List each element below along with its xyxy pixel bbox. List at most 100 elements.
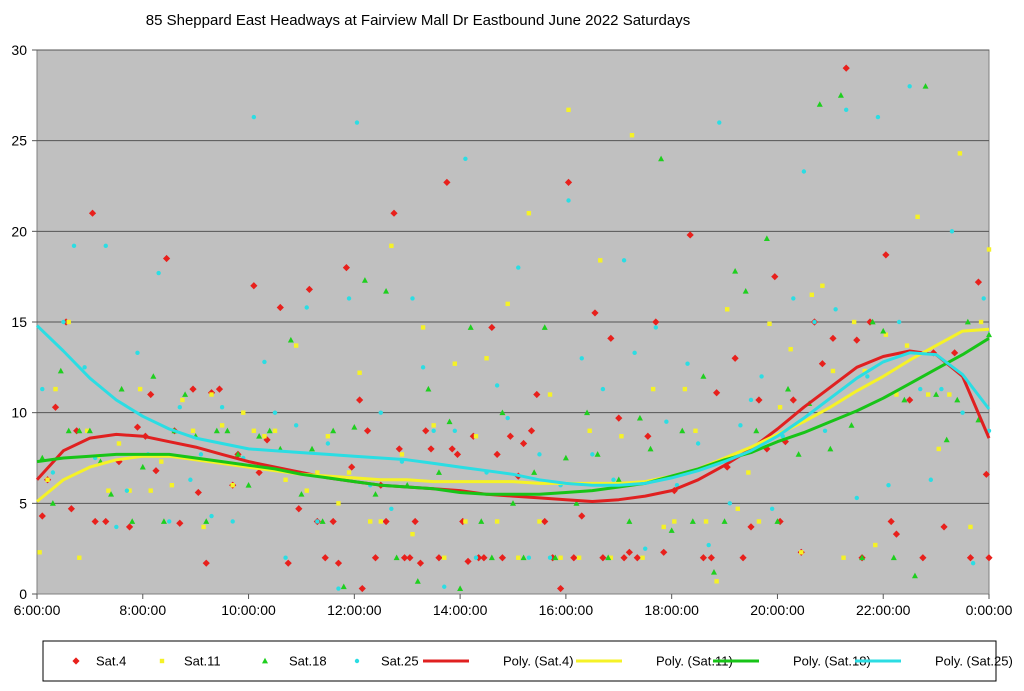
data-point-series-1: [463, 519, 468, 524]
data-point-series-0: [966, 554, 975, 562]
data-point-series-0: [882, 251, 890, 259]
data-point-series-3: [82, 365, 87, 370]
legend-marker-1: [159, 658, 165, 664]
data-point-series-3: [389, 506, 394, 511]
data-point-series-3: [219, 405, 225, 410]
data-point-series-2: [319, 518, 326, 524]
data-point-series-3: [769, 506, 775, 511]
data-point-series-2: [859, 554, 866, 561]
data-point-series-3: [759, 374, 764, 379]
data-point-series-0: [498, 554, 507, 562]
data-point-series-2: [414, 578, 421, 584]
data-point-series-1: [378, 519, 383, 524]
data-point-series-2: [742, 287, 749, 294]
x-tick-label: 16:00:00: [539, 602, 594, 618]
data-point-series-1: [915, 214, 920, 220]
data-point-series-2: [520, 554, 527, 561]
x-axis-ticks: 6:00:00 8:00:00 10:00:00 12:00:00 14:00:00 16…: [14, 594, 1013, 618]
data-point-series-2: [182, 391, 189, 397]
data-point-series-0: [488, 323, 496, 332]
data-point-series-2: [911, 572, 918, 579]
data-point-series-1: [661, 524, 666, 530]
data-point-series-3: [156, 270, 161, 276]
data-point-series-1: [516, 555, 521, 560]
data-point-series-0: [506, 432, 514, 440]
data-point-series-0: [295, 505, 303, 513]
data-point-series-2: [234, 451, 241, 457]
data-point-series-1: [159, 459, 164, 464]
data-point-series-2: [732, 268, 739, 274]
data-point-series-3: [854, 495, 859, 501]
trendline-series-4: [35, 349, 991, 503]
data-point-series-0: [395, 445, 403, 453]
data-point-series-1: [452, 361, 458, 366]
data-point-series-2: [499, 409, 506, 416]
data-point-series-0: [940, 523, 948, 531]
data-point-series-2: [457, 585, 464, 591]
data-point-series-0: [88, 209, 97, 217]
data-point-series-3: [50, 470, 56, 475]
data-point-series-3: [198, 452, 204, 457]
trendlines: [35, 324, 991, 503]
data-point-series-3: [706, 542, 711, 548]
data-point-series-2: [266, 427, 273, 434]
data-point-series-2: [922, 83, 929, 89]
data-point-series-1: [725, 307, 730, 312]
x-tick-label: 0:00:00: [966, 602, 1013, 618]
data-point-series-1: [494, 519, 500, 524]
data-point-series-1: [304, 488, 309, 493]
data-point-series-0: [348, 463, 356, 471]
data-point-series-1: [190, 428, 196, 433]
data-point-series-0: [607, 334, 615, 342]
data-point-series-0: [390, 209, 398, 217]
data-point-series-3: [566, 198, 571, 203]
data-point-series-0: [102, 517, 110, 526]
data-point-series-1: [315, 470, 320, 475]
data-point-series-0: [152, 467, 160, 475]
data-point-series-0: [202, 559, 210, 567]
data-point-series-2: [594, 451, 601, 457]
data-point-series-2: [435, 469, 442, 475]
data-point-series-0: [578, 512, 586, 520]
data-point-series-2: [721, 518, 728, 524]
data-point-series-3: [410, 296, 415, 301]
data-point-series-0: [541, 517, 549, 526]
data-point-series-1: [558, 555, 563, 560]
data-point-series-3: [209, 513, 214, 519]
data-point-series-2: [710, 569, 717, 575]
data-point-series-1: [66, 319, 71, 325]
data-point-series-1: [537, 519, 542, 524]
data-point-series-0: [435, 554, 443, 562]
data-point-series-3: [632, 350, 637, 356]
data-point-series-1: [325, 434, 331, 439]
data-point-series-0: [633, 554, 641, 562]
data-point-series-0: [263, 436, 271, 444]
data-point-series-2: [86, 427, 93, 434]
data-point-series-2: [890, 554, 897, 561]
data-point-series-3: [844, 107, 849, 113]
data-point-series-1: [241, 410, 246, 415]
data-point-series-2: [626, 518, 633, 524]
data-point-series-0: [443, 178, 451, 186]
data-point-series-3: [537, 452, 542, 457]
data-point-series-2: [309, 445, 316, 452]
data-point-series-3: [526, 555, 532, 560]
data-point-series-1: [788, 347, 793, 352]
data-point-series-0: [699, 554, 707, 562]
data-point-series-1: [262, 434, 267, 439]
data-point-series-1: [841, 555, 846, 560]
trendline-series-5: [36, 327, 990, 503]
data-point-series-3: [325, 441, 331, 446]
y-tick-label: 20: [11, 223, 27, 239]
data-point-series-0: [356, 396, 364, 404]
data-point-series-3: [812, 319, 817, 325]
data-point-series-1: [420, 325, 426, 330]
x-tick-label: 6:00:00: [14, 602, 61, 618]
data-point-series-1: [682, 386, 688, 392]
data-point-series-1: [936, 446, 941, 452]
data-point-series-1: [77, 555, 82, 560]
data-point-series-1: [693, 428, 698, 433]
data-point-series-1: [957, 151, 963, 156]
data-point-series-0: [887, 517, 895, 526]
data-point-series-0: [363, 427, 372, 435]
